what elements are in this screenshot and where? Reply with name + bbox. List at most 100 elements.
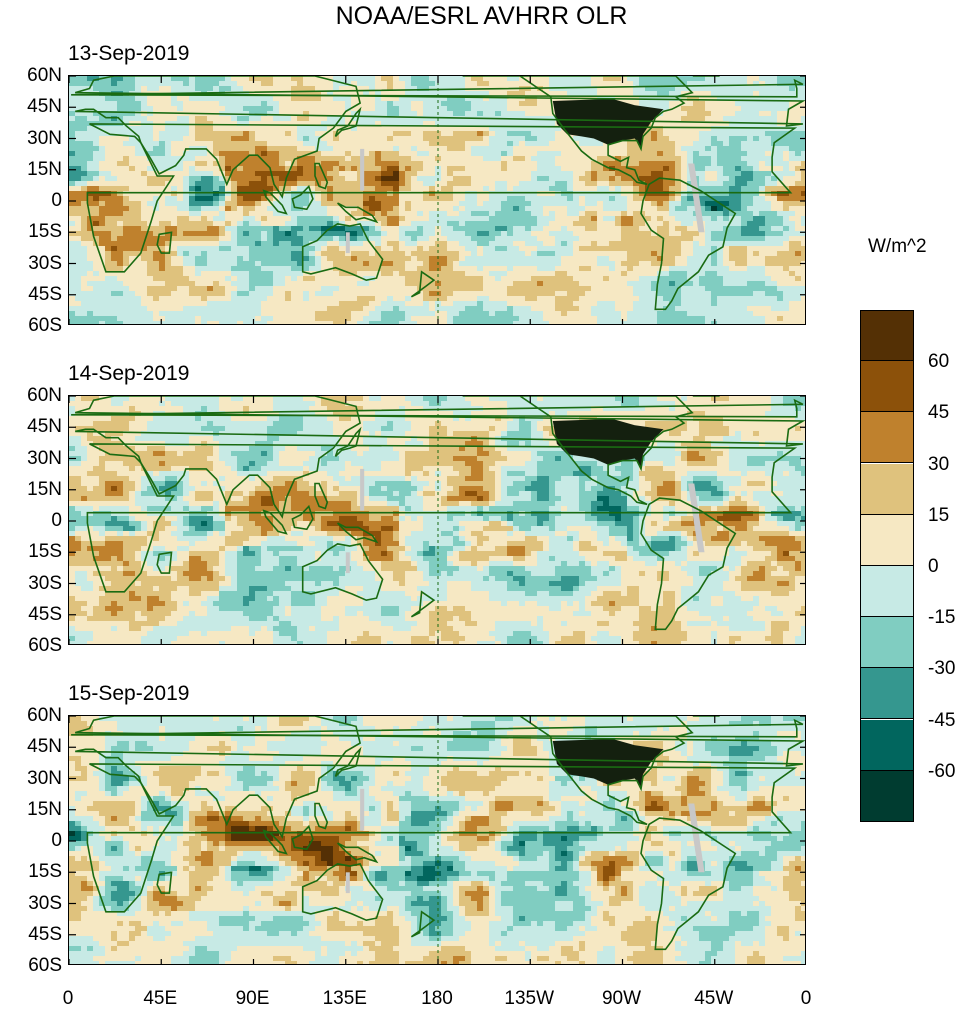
lat-tick-label: 15S bbox=[28, 221, 62, 243]
coastline bbox=[314, 162, 329, 190]
chart-title: NOAA/ESRL AVHRR OLR bbox=[335, 2, 628, 30]
lat-tick-label: 60S bbox=[28, 955, 62, 976]
lon-tick-label: 135E bbox=[322, 988, 367, 1009]
coastline bbox=[86, 763, 798, 913]
colorbar-tick-label: -15 bbox=[928, 607, 956, 629]
colorbar-tick-label: 30 bbox=[928, 453, 950, 475]
lat-tick-label: 60N bbox=[27, 705, 62, 726]
coastline bbox=[262, 189, 288, 215]
lat-tick-label: 0 bbox=[51, 510, 62, 531]
coastline bbox=[291, 184, 314, 211]
missing-data-patch bbox=[345, 872, 350, 894]
coastline bbox=[640, 497, 737, 631]
coastline bbox=[301, 222, 384, 282]
colorbar-segment bbox=[860, 719, 914, 771]
colorbar-segment bbox=[860, 310, 914, 361]
lat-tick-label: 15S bbox=[28, 541, 62, 563]
coastline bbox=[74, 396, 805, 519]
lat-tick-label: 60S bbox=[28, 315, 62, 336]
usa-dense-boundaries bbox=[552, 418, 664, 467]
lon-tick-label: 180 bbox=[421, 988, 453, 1009]
lat-tick-label: 45N bbox=[27, 736, 62, 758]
colorbar-tick-label: -60 bbox=[928, 760, 956, 782]
lon-tick-label: 90W bbox=[601, 988, 642, 1009]
coastline bbox=[156, 231, 173, 254]
coastline bbox=[334, 106, 362, 137]
missing-data-patch bbox=[360, 468, 365, 511]
colorbar-segment bbox=[860, 361, 914, 413]
coastline bbox=[462, 76, 694, 186]
missing-data-patch bbox=[688, 803, 705, 873]
coastline bbox=[156, 871, 173, 894]
lat-tick-label: 15N bbox=[27, 478, 62, 500]
missing-data-patch bbox=[688, 163, 705, 233]
coastline bbox=[71, 718, 804, 738]
missing-data-patch bbox=[360, 788, 365, 831]
lat-tick-label: 30S bbox=[28, 892, 62, 914]
coastline bbox=[74, 716, 805, 839]
coastline bbox=[337, 202, 379, 224]
lat-tick-label: 30S bbox=[28, 572, 62, 594]
colorbar-tick-label: 45 bbox=[928, 402, 950, 424]
colorbar-segment bbox=[860, 514, 914, 566]
missing-data-patch bbox=[688, 483, 705, 553]
lon-tick-label: 45W bbox=[694, 988, 734, 1009]
coastline bbox=[74, 76, 805, 199]
coastline bbox=[337, 842, 379, 864]
olr-anomaly-map bbox=[69, 716, 805, 964]
lat-tick-label: 15N bbox=[27, 158, 62, 180]
colorbar-tick-label: 15 bbox=[928, 504, 950, 526]
coastline bbox=[334, 746, 362, 777]
lon-tick-label: 45E bbox=[143, 988, 178, 1009]
colorbar-segment bbox=[860, 412, 914, 464]
map-panel-3 bbox=[68, 715, 806, 965]
lat-tick-label: 60S bbox=[28, 635, 62, 656]
coastline bbox=[410, 590, 436, 618]
missing-data-patch bbox=[360, 148, 365, 191]
lat-tick-label: 45N bbox=[27, 96, 62, 118]
lat-tick-label: 30N bbox=[27, 767, 62, 789]
colorbar-tick-label: 0 bbox=[928, 556, 939, 577]
lat-tick-label: 0 bbox=[51, 830, 62, 851]
colorbar bbox=[860, 310, 914, 822]
lon-tick-label: 0 bbox=[800, 988, 812, 1009]
coastline bbox=[462, 716, 694, 826]
coastline bbox=[334, 426, 362, 457]
panel-1-date: 13-Sep-2019 bbox=[68, 42, 190, 65]
coastline bbox=[291, 824, 314, 851]
map-panel-1 bbox=[68, 75, 806, 325]
coastline bbox=[337, 522, 379, 544]
colorbar-units: W/m^2 bbox=[868, 236, 927, 257]
lat-tick-label: 30N bbox=[27, 447, 62, 469]
lon-tick-label: 90E bbox=[235, 988, 270, 1009]
lat-tick-label: 45S bbox=[28, 603, 62, 625]
lat-tick-label: 30N bbox=[27, 127, 62, 149]
colorbar-segment bbox=[860, 566, 914, 617]
missing-data-patch bbox=[345, 552, 350, 574]
lat-tick-label: 45N bbox=[27, 416, 62, 438]
lat-tick-label: 15N bbox=[27, 798, 62, 820]
lon-tick-label: 135W bbox=[504, 988, 555, 1009]
coastline bbox=[314, 482, 329, 510]
lat-tick-label: 30S bbox=[28, 252, 62, 274]
colorbar-segment bbox=[860, 463, 914, 515]
coastline bbox=[314, 802, 329, 830]
colorbar-segment bbox=[860, 668, 914, 720]
usa-dense-boundaries bbox=[552, 738, 664, 787]
lat-tick-label: 45S bbox=[28, 283, 62, 305]
coastline bbox=[462, 396, 694, 506]
lat-tick-label: 60N bbox=[27, 385, 62, 406]
colorbar-tick-label: 60 bbox=[928, 351, 950, 373]
usa-dense-boundaries bbox=[552, 98, 664, 147]
olr-anomaly-map bbox=[69, 76, 805, 324]
coastline bbox=[410, 910, 436, 938]
coastline bbox=[640, 817, 737, 951]
olr-anomaly-map bbox=[69, 396, 805, 644]
coastline bbox=[71, 78, 804, 98]
colorbar-tick-label: -45 bbox=[928, 709, 956, 731]
coastline bbox=[640, 177, 737, 311]
lon-tick-label: 0 bbox=[62, 988, 74, 1009]
lat-tick-label: 15S bbox=[28, 861, 62, 883]
panel-2-date: 14-Sep-2019 bbox=[68, 362, 190, 385]
coastline bbox=[86, 443, 798, 593]
